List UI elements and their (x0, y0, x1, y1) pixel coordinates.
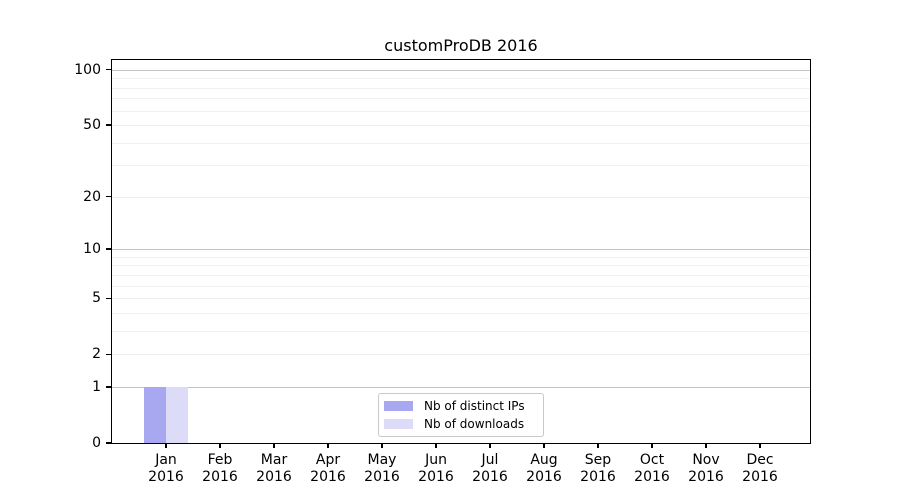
x-axis-tick-mark (651, 443, 653, 448)
y-axis-tick-mark (106, 196, 111, 198)
decade-gridline (112, 386, 810, 388)
x-axis-tick-mark (489, 443, 491, 448)
y-axis-tick-mark (106, 248, 111, 250)
y-axis-tick-label: 5 (92, 290, 101, 307)
y-axis-tick-mark (106, 69, 111, 71)
decade-gridline (112, 69, 810, 71)
x-axis-tick-label: Jan 2016 (148, 452, 184, 486)
x-axis-tick-label: Dec 2016 (742, 452, 778, 486)
mid-gridline (112, 125, 810, 127)
y-axis-tick-label: 50 (83, 117, 101, 134)
x-axis-tick-label: Apr 2016 (310, 452, 346, 486)
mid-gridline (112, 196, 810, 198)
legend-label: Nb of distinct IPs (424, 399, 525, 413)
minor-gridline (112, 330, 810, 332)
legend-swatch (384, 401, 413, 411)
chart-title: customProDB 2016 (384, 36, 538, 55)
decade-gridline (112, 249, 810, 251)
minor-gridline (112, 265, 810, 267)
minor-gridline (112, 274, 810, 276)
mid-gridline (112, 354, 810, 356)
x-axis-tick-mark (597, 443, 599, 448)
y-axis-tick-label: 1 (92, 378, 101, 395)
x-axis-tick-mark (165, 443, 167, 448)
x-axis-tick-label: Nov 2016 (688, 452, 724, 486)
y-axis-tick-mark (106, 124, 111, 126)
minor-gridline (112, 98, 810, 100)
x-axis-tick-mark (705, 443, 707, 448)
y-axis-tick-label: 100 (74, 61, 101, 78)
legend-label: Nb of downloads (424, 417, 525, 431)
minor-gridline (112, 110, 810, 112)
legend-item: Nb of downloads (384, 417, 537, 431)
minor-gridline (112, 312, 810, 314)
x-axis-tick-mark (435, 443, 437, 448)
x-axis-tick-label: Sep 2016 (580, 452, 616, 486)
x-axis-tick-mark (273, 443, 275, 448)
y-axis-tick-label: 10 (83, 241, 101, 258)
x-axis-tick-label: Oct 2016 (634, 452, 670, 486)
minor-gridline (112, 78, 810, 80)
y-axis-tick-label: 0 (92, 435, 101, 451)
y-axis-tick-mark (106, 353, 111, 355)
minor-gridline (112, 165, 810, 167)
y-axis-tick-mark (106, 386, 111, 388)
x-axis-tick-mark (543, 443, 545, 448)
legend-swatch (384, 419, 413, 429)
x-axis-tick-label: Mar 2016 (256, 452, 292, 486)
y-axis-tick-label: 2 (92, 346, 101, 363)
bar (144, 386, 166, 443)
minor-gridline (112, 256, 810, 258)
x-axis-tick-label: May 2016 (364, 452, 400, 486)
x-axis-tick-mark (381, 443, 383, 448)
x-axis-tick-mark (219, 443, 221, 448)
legend: Nb of distinct IPs Nb of downloads (378, 393, 544, 437)
mid-gridline (112, 298, 810, 300)
legend-item: Nb of distinct IPs (384, 399, 537, 413)
x-axis-tick-label: Aug 2016 (526, 452, 562, 486)
y-axis-tick-mark (106, 442, 111, 444)
minor-gridline (112, 285, 810, 287)
y-axis-tick-mark (106, 297, 111, 299)
minor-gridline (112, 87, 810, 89)
minor-gridline (112, 142, 810, 144)
x-axis-tick-mark (759, 443, 761, 448)
bar (166, 386, 188, 443)
x-axis-tick-label: Jul 2016 (472, 452, 508, 486)
y-axis-tick-label: 20 (83, 188, 101, 205)
x-axis-tick-label: Feb 2016 (202, 452, 238, 486)
plot-area (112, 60, 810, 443)
x-axis-tick-mark (327, 443, 329, 448)
x-axis-tick-label: Jun 2016 (418, 452, 454, 486)
